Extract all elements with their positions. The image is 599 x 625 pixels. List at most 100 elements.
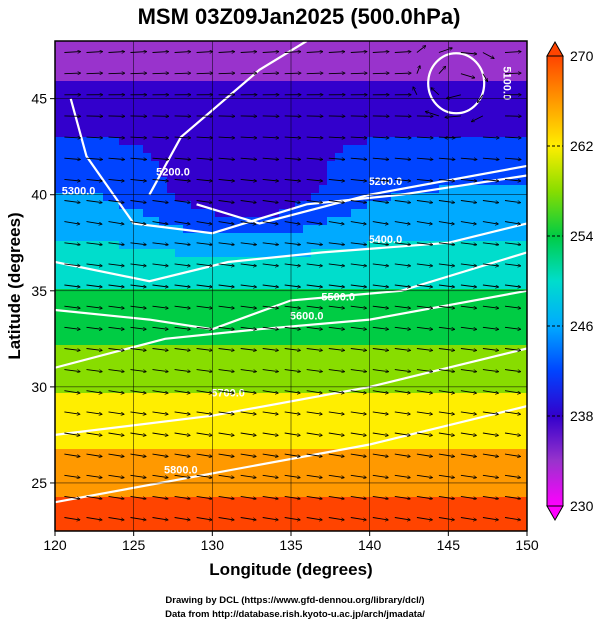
temperature-cell	[423, 513, 432, 522]
temperature-cell	[135, 81, 144, 90]
temperature-cell	[55, 265, 64, 274]
temperature-cell	[479, 161, 488, 170]
temperature-cell	[175, 409, 184, 418]
temperature-cell	[519, 441, 527, 450]
wind-vector	[372, 158, 389, 159]
temperature-cell	[103, 73, 112, 82]
wind-vector	[240, 390, 256, 393]
wind-vector	[394, 517, 410, 520]
temperature-cell	[391, 401, 400, 410]
temperature-cell	[55, 521, 64, 530]
temperature-cell	[503, 113, 512, 122]
temperature-cell	[463, 433, 472, 442]
temperature-cell	[143, 473, 152, 482]
temperature-cell	[495, 105, 504, 114]
temperature-cell	[359, 417, 368, 426]
temperature-cell	[167, 401, 176, 410]
temperature-cell	[223, 81, 232, 90]
temperature-cell	[319, 473, 328, 482]
temperature-cell	[135, 225, 144, 234]
temperature-cell	[55, 513, 64, 522]
wind-vector	[64, 369, 80, 372]
temperature-cell	[55, 73, 64, 82]
temperature-cell	[199, 297, 208, 306]
temperature-cell	[439, 113, 448, 122]
temperature-cell	[351, 321, 360, 330]
temperature-cell	[439, 449, 448, 458]
temperature-cell	[159, 441, 168, 450]
temperature-cell	[383, 73, 392, 82]
temperature-cell	[407, 425, 416, 434]
temperature-cell	[223, 401, 232, 410]
temperature-cell	[471, 385, 480, 394]
temperature-cell	[503, 289, 512, 298]
temperature-cell	[295, 417, 304, 426]
temperature-cell	[183, 425, 192, 434]
temperature-cell	[239, 417, 248, 426]
temperature-cell	[167, 57, 176, 66]
wind-vector	[86, 305, 103, 308]
temperature-cell	[159, 497, 168, 506]
wind-vector	[174, 242, 191, 245]
temperature-cell	[135, 369, 144, 378]
temperature-cell	[295, 377, 304, 386]
wind-vector	[240, 263, 257, 266]
temperature-cell	[423, 289, 432, 298]
temperature-cell	[423, 169, 432, 178]
temperature-cell	[439, 369, 448, 378]
wind-vector	[64, 390, 79, 393]
temperature-cell	[375, 81, 384, 90]
temperature-cell	[407, 393, 416, 402]
temperature-cell	[95, 161, 104, 170]
temperature-cell	[455, 425, 464, 434]
temperature-cell	[503, 321, 512, 330]
temperature-cell	[487, 265, 496, 274]
temperature-cell	[303, 257, 312, 266]
temperature-cell	[407, 249, 416, 258]
temperature-cell	[247, 145, 256, 154]
temperature-cell	[415, 249, 424, 258]
temperature-cell	[127, 129, 136, 138]
temperature-cell	[519, 481, 527, 490]
wind-vector	[196, 390, 212, 393]
temperature-cell	[199, 505, 208, 514]
temperature-cell	[359, 97, 368, 106]
temperature-cell	[311, 497, 320, 506]
temperature-cell	[415, 505, 424, 514]
wind-vector	[504, 137, 521, 138]
temperature-cell	[399, 257, 408, 266]
temperature-cell	[247, 129, 256, 138]
temperature-cell	[431, 177, 440, 186]
temperature-cell	[495, 449, 504, 458]
temperature-cell	[151, 249, 160, 258]
temperature-cell	[431, 313, 440, 322]
temperature-cell	[159, 121, 168, 130]
temperature-cell	[223, 89, 232, 98]
temperature-cell	[215, 361, 224, 370]
temperature-cell	[431, 121, 440, 130]
temperature-cell	[159, 217, 168, 226]
wind-vector	[460, 369, 477, 372]
temperature-cell	[495, 529, 504, 531]
temperature-cell	[303, 433, 312, 442]
temperature-cell	[319, 281, 328, 290]
temperature-cell	[159, 153, 168, 162]
temperature-cell	[455, 169, 464, 178]
temperature-cell	[103, 377, 112, 386]
temperature-cell	[231, 329, 240, 338]
wind-vector	[328, 263, 345, 266]
temperature-cell	[319, 409, 328, 418]
temperature-cell	[423, 97, 432, 106]
temperature-cell	[143, 289, 152, 298]
temperature-cell	[255, 169, 264, 178]
temperature-cell	[215, 145, 224, 154]
temperature-cell	[119, 41, 128, 50]
temperature-cell	[511, 89, 520, 98]
temperature-cell	[103, 409, 112, 418]
temperature-cell	[119, 441, 128, 450]
temperature-cell	[119, 273, 128, 282]
temperature-cell	[367, 121, 376, 130]
temperature-cell	[399, 353, 408, 362]
wind-vector	[445, 137, 461, 138]
temperature-cell	[239, 521, 248, 530]
